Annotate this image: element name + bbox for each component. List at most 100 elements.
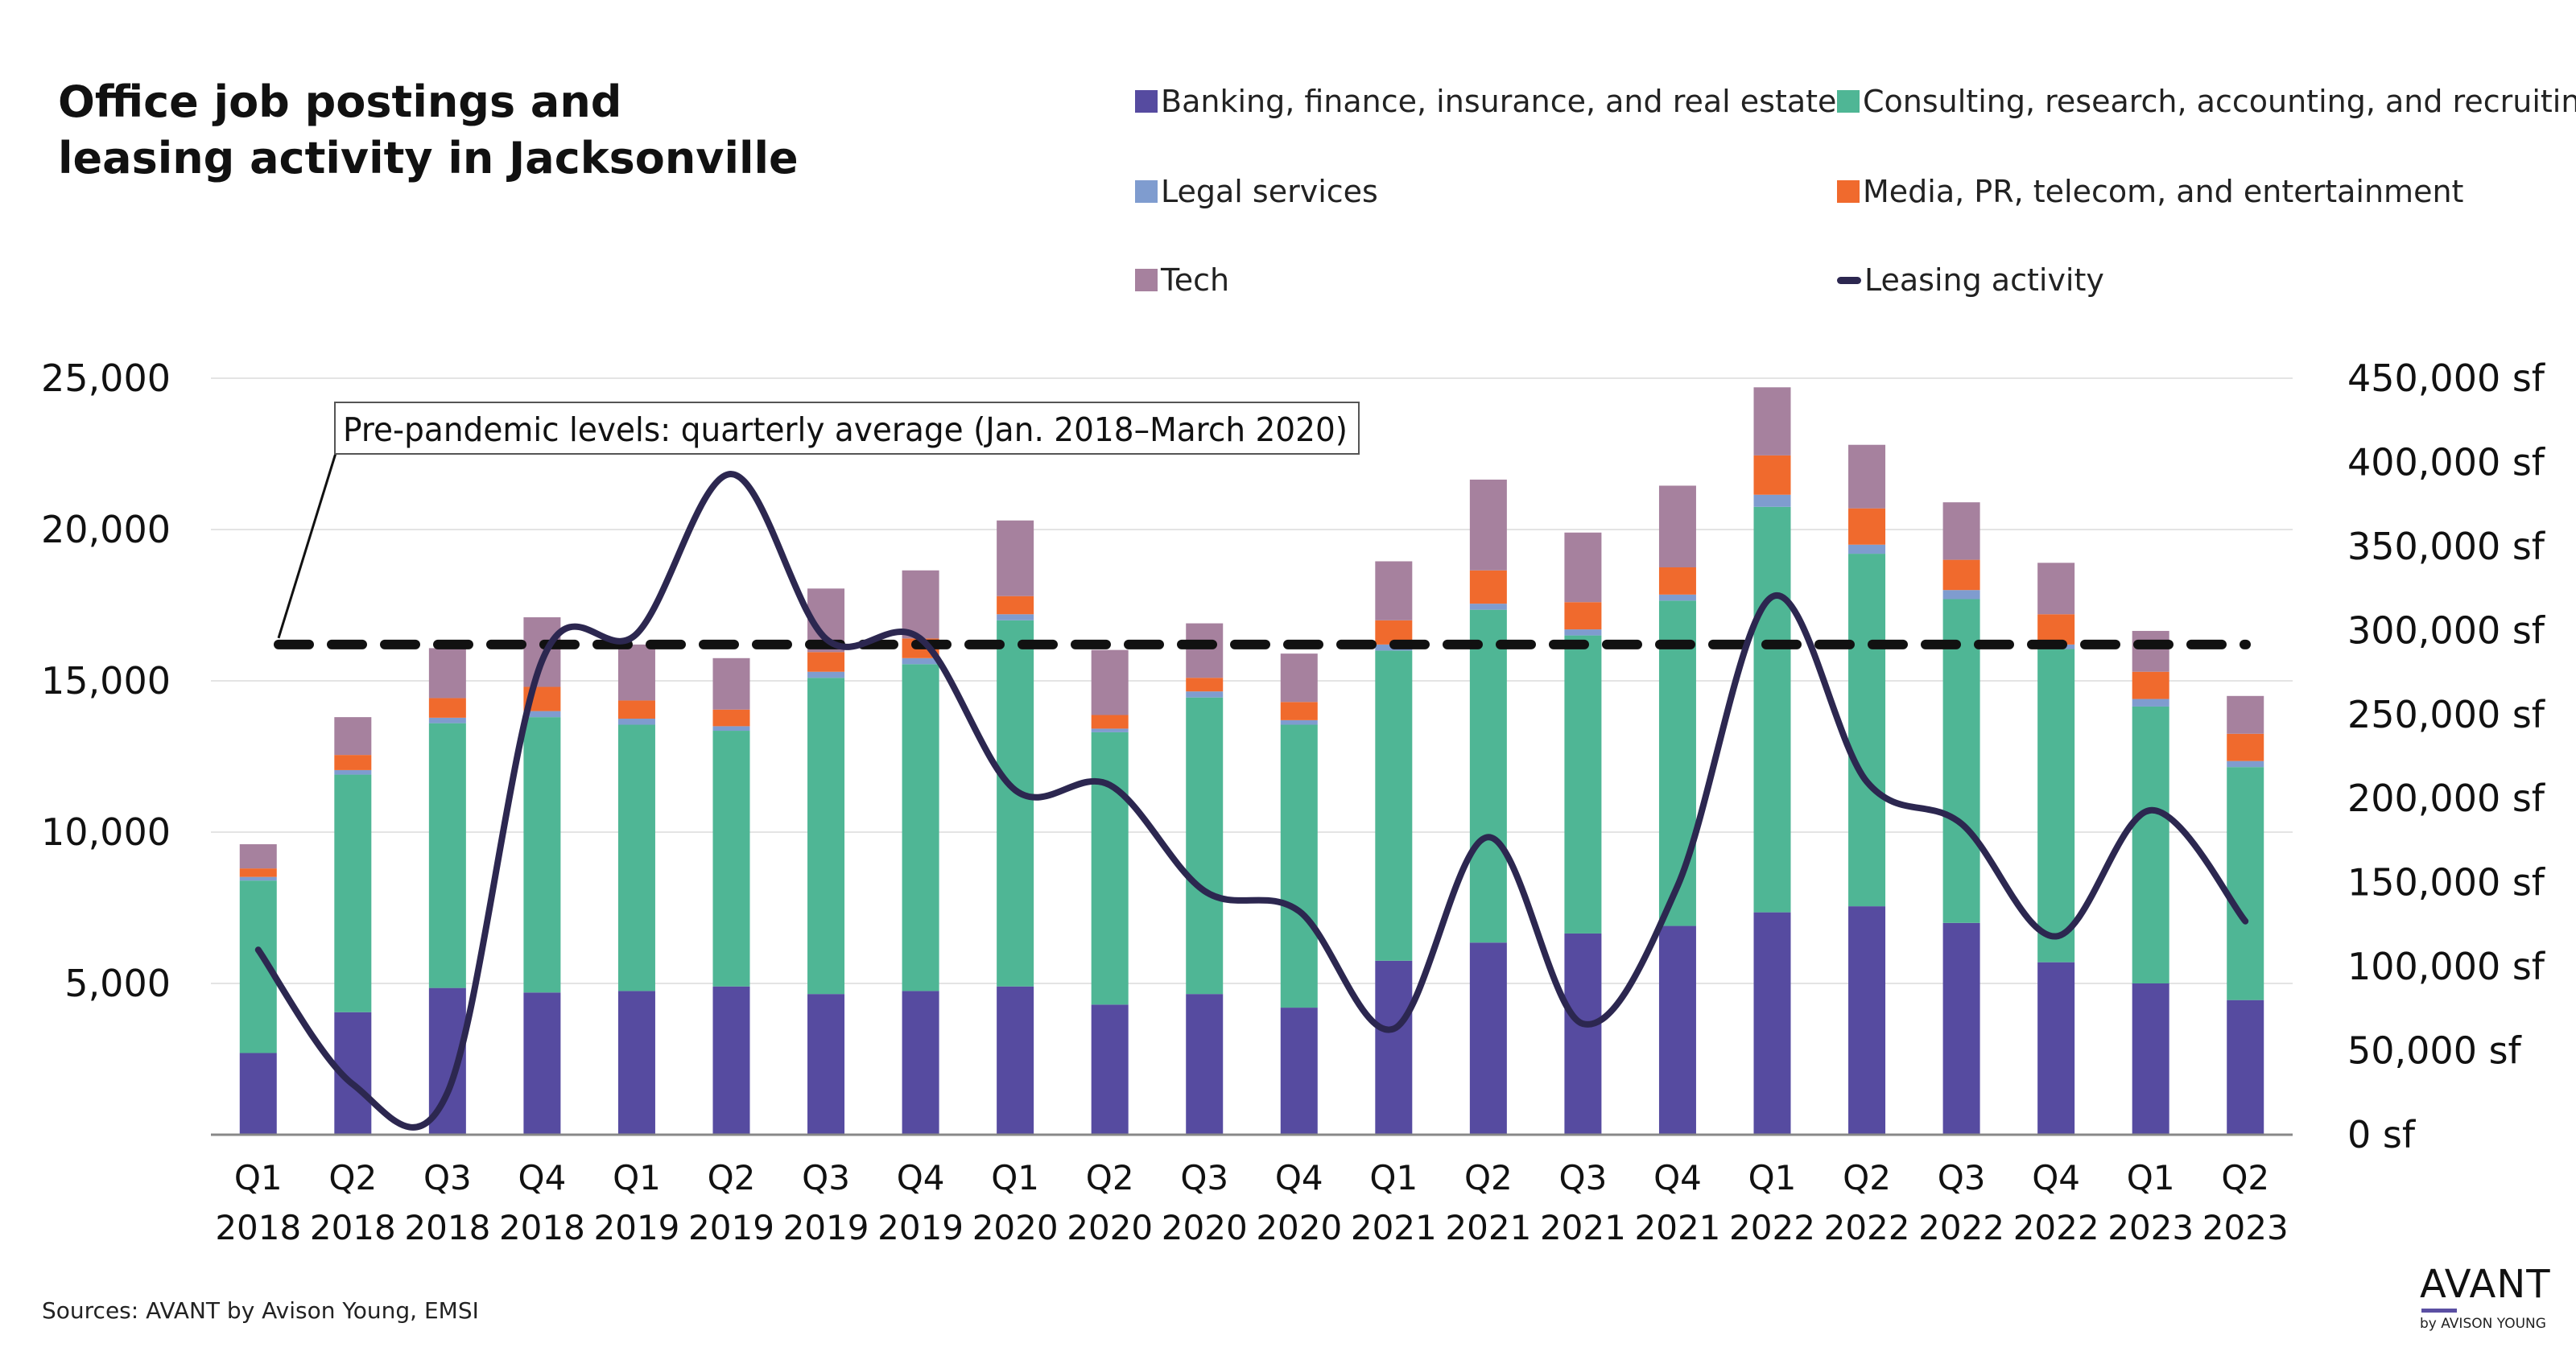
annotation-box	[334, 402, 1360, 455]
bar-segment-tech	[523, 617, 561, 687]
bar-segment-banking	[807, 994, 845, 1135]
bar-segment-banking	[2132, 983, 2169, 1135]
bar-segment-media	[239, 868, 277, 877]
bar-segment-banking	[617, 991, 655, 1135]
bar-segment-media	[1186, 678, 1224, 692]
x-tick-label-quarter: Q3	[1938, 1158, 1986, 1197]
bar-segment-media	[997, 596, 1034, 615]
x-tick-label-year: 2018	[404, 1208, 490, 1247]
legend-item-media: Media, PR, telecom, and entertainment	[1837, 174, 2463, 209]
x-tick-label-year: 2019	[783, 1208, 869, 1247]
x-tick-label-year: 2018	[215, 1208, 301, 1247]
x-tick-label-quarter: Q1	[991, 1158, 1039, 1197]
chart-title-line-1: Office job postings and	[58, 76, 622, 127]
bar-segment-consulting	[1848, 554, 1886, 907]
x-tick-label-year: 2022	[1918, 1208, 2004, 1247]
x-tick-label-year: 2019	[594, 1208, 680, 1247]
bar-segment-consulting	[1942, 599, 1980, 923]
bar-segment-tech	[1942, 502, 1980, 560]
logo-underline	[2421, 1309, 2457, 1313]
chart-legend: Banking, finance, insurance, and real es…	[1135, 80, 2576, 322]
leasing-activity-line	[254, 471, 2249, 1131]
bar-segment-legal	[997, 614, 1034, 620]
bar-segment-banking	[1091, 1004, 1129, 1135]
legend-item-leasing: Leasing activity	[1837, 262, 2104, 298]
legend-item-legal: Legal services	[1135, 174, 1378, 209]
x-tick-label-year: 2020	[972, 1208, 1059, 1247]
x-tick-label-quarter: Q1	[1748, 1158, 1797, 1197]
x-tick-label-year: 2022	[2013, 1208, 2099, 1247]
right-axis-tick-label: 50,000 sf	[2347, 1029, 2523, 1073]
x-tick-label-year: 2021	[1635, 1208, 1721, 1247]
bar-segment-tech	[1375, 561, 1413, 620]
x-tick-label-quarter: Q1	[613, 1158, 661, 1197]
bar-segment-tech	[617, 644, 655, 701]
source-note: Sources: AVANT by Avison Young, EMSI	[42, 1297, 479, 1324]
x-tick-label-year: 2022	[1824, 1208, 1910, 1247]
bar-segment-consulting	[997, 620, 1034, 987]
bar-segment-banking	[1942, 922, 1980, 1135]
legend-label-banking: Banking, finance, insurance, and real es…	[1161, 84, 1837, 119]
x-tick-label-quarter: Q3	[1180, 1158, 1228, 1197]
x-tick-label-quarter: Q4	[2032, 1158, 2080, 1197]
left-axis-tick-label: 15,000	[41, 659, 171, 703]
legend-item-banking: Banking, finance, insurance, and real es…	[1135, 84, 1836, 119]
bar-segment-banking	[2037, 962, 2075, 1135]
bar-segment-media	[1469, 570, 1507, 604]
bar-segment-legal	[1280, 719, 1318, 725]
bar-segment-banking	[902, 991, 939, 1135]
x-tick-label-year: 2022	[1729, 1208, 1815, 1247]
legend-swatch-media	[1837, 180, 1860, 203]
bar-segment-legal	[1186, 691, 1224, 698]
bar-segment-consulting	[428, 723, 466, 988]
bar-segment-consulting	[1469, 609, 1507, 943]
x-tick-label-quarter: Q1	[234, 1158, 283, 1197]
bar-segment-legal	[428, 717, 466, 723]
bar-segment-legal	[902, 657, 939, 665]
bar-segment-consulting	[523, 717, 561, 993]
legend-item-consulting: Consulting, research, accounting, and re…	[1837, 84, 2576, 119]
bar-segment-legal	[1942, 590, 1980, 600]
legend-label-leasing: Leasing activity	[1864, 262, 2104, 298]
bar-segment-consulting	[1375, 650, 1413, 961]
x-tick-label-year: 2018	[499, 1208, 585, 1247]
bar-segment-consulting	[334, 774, 372, 1012]
bar-segment-consulting	[712, 731, 750, 987]
x-tick-label-year: 2021	[1351, 1208, 1437, 1247]
bar-segment-legal	[1753, 494, 1791, 507]
chart-title: Office job postings and leasing activity…	[58, 74, 943, 187]
right-axis-tick-label: 450,000 sf	[2347, 357, 2546, 400]
bar-segment-media	[428, 698, 466, 718]
bar-segment-tech	[902, 570, 939, 639]
bar-segment-consulting	[2037, 649, 2075, 962]
bar-segment-tech	[334, 717, 372, 756]
right-axis-tick-label: 0 sf	[2347, 1113, 2417, 1156]
legend-label-media: Media, PR, telecom, and entertainment	[1863, 174, 2464, 209]
bar-segment-tech	[1186, 623, 1224, 678]
bar-segment-banking	[1375, 960, 1413, 1135]
bar-segment-banking	[997, 986, 1034, 1135]
x-tick-label-year: 2020	[1256, 1208, 1342, 1247]
legend-swatch-banking	[1135, 90, 1158, 113]
bar-segment-media	[1564, 602, 1602, 630]
x-tick-label-quarter: Q2	[708, 1158, 756, 1197]
x-tick-label-quarter: Q2	[1086, 1158, 1134, 1197]
legend-label-consulting: Consulting, research, accounting, and re…	[1863, 84, 2576, 119]
bar-segment-media	[712, 709, 750, 727]
x-tick-label-quarter: Q2	[1464, 1158, 1513, 1197]
x-tick-label-quarter: Q1	[2127, 1158, 2175, 1197]
bar-segment-tech	[1280, 653, 1318, 703]
bar-segment-media	[1753, 455, 1791, 495]
bar-segment-media	[2037, 614, 2075, 645]
bar-segment-media	[334, 755, 372, 770]
right-axis-tick-label: 100,000 sf	[2347, 945, 2546, 988]
bar-segment-legal	[523, 711, 561, 718]
bar-segment-banking	[1186, 994, 1224, 1135]
left-axis-tick-label: 20,000	[41, 508, 171, 551]
left-axis-tick-label: 5,000	[64, 962, 171, 1005]
bar-segment-media	[1091, 715, 1129, 729]
legend-swatch-tech	[1135, 269, 1158, 291]
bar-segment-tech	[2227, 695, 2264, 734]
logo-wordmark: AVANT	[2420, 1262, 2551, 1307]
bar-segment-tech	[1658, 485, 1696, 567]
